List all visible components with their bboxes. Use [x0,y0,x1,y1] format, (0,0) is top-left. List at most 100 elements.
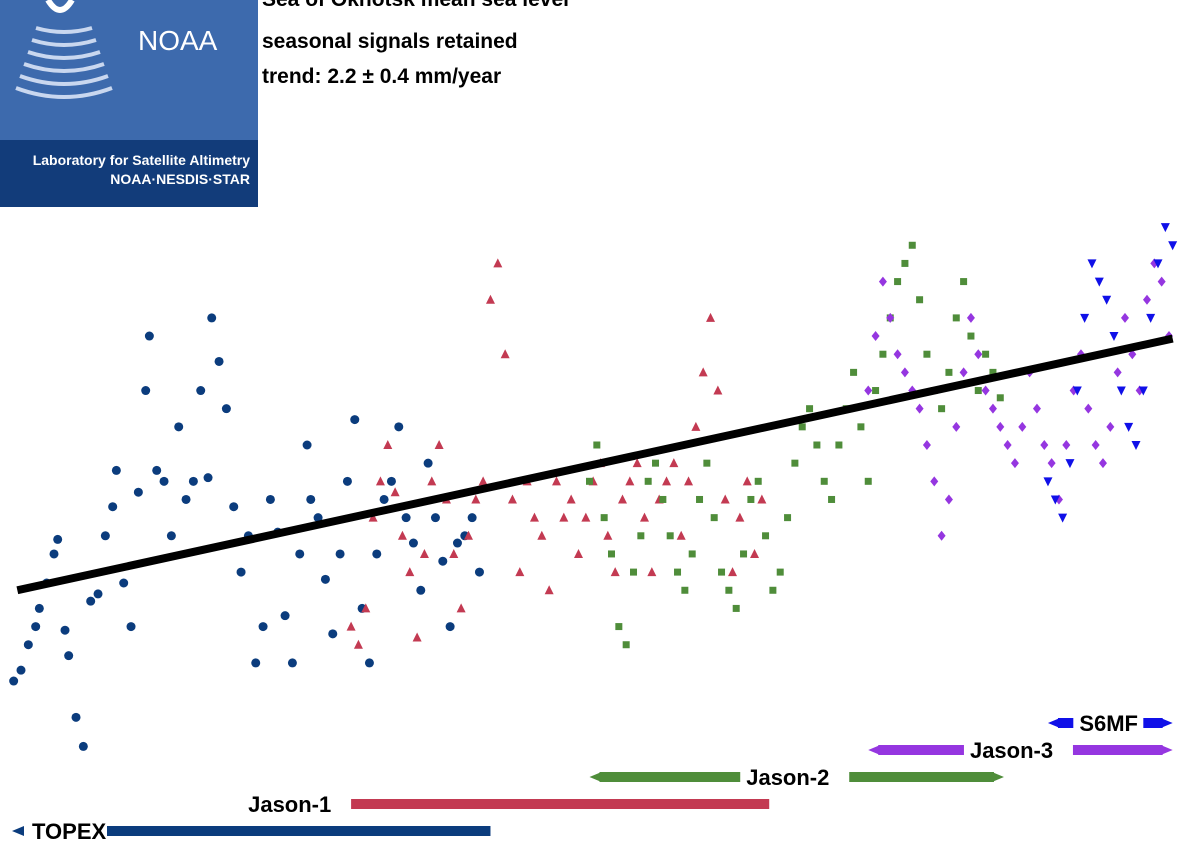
s6mf-point [1087,259,1097,269]
jason-2-arrow-left [589,772,602,782]
topex-point [49,549,59,559]
topex-point [133,487,143,497]
jason-3-point [878,276,887,287]
jason-1-point [625,476,635,486]
topex-point [64,651,74,661]
jason-3-point [1106,421,1115,432]
s6mf-point [1131,441,1141,450]
jason-3-arrow-left [868,745,881,755]
jason-2-point [776,568,784,576]
jason-1-point [735,512,745,522]
jason-1-point [383,440,393,449]
topex-point [152,465,162,475]
jason-2-point [864,477,872,485]
jason-1-label: Jason-1 [248,792,331,817]
jason-1-point [405,567,415,577]
jason-2-point [659,495,667,503]
s6mf-point [1116,386,1126,396]
jason-1-point [478,476,488,486]
logo-waves-icon [15,26,113,99]
jason-2-point [637,532,645,540]
topex-point [386,476,396,486]
jason-2-point [835,441,843,449]
jason-1-point [610,567,620,577]
jason-3-point [1062,440,1071,450]
jason-1-point [427,476,437,486]
data-points [9,223,1178,751]
jason-1-point [742,476,752,486]
jason-1-point [698,367,708,377]
jason-2-point [908,241,916,249]
jason-1-point [662,476,672,486]
jason-1-point [529,512,539,522]
jason-1-point [713,385,723,395]
jason-1-point [551,476,561,486]
jason-3-bar [878,745,964,755]
jason-1-point [706,312,716,322]
topex-point [258,622,268,632]
topex-point [207,313,217,323]
s6mf-point [1168,241,1178,251]
logo-noaa-text: NOAA [138,25,218,56]
s6mf-point [1102,295,1112,305]
topex-point [335,549,345,559]
topex-point [53,534,63,544]
topex-arrow-left [12,826,24,836]
s6mf-point [1124,422,1134,432]
topex-point [159,476,169,486]
s6mf-bar [1143,718,1163,728]
jason-2-point [923,350,931,358]
jason-2-point [747,495,755,503]
jason-1-point [375,476,385,486]
mission-bars: TOPEX Jason-1 Jason-2 Jason-3 S6MF [12,711,1173,844]
jason-3-point [871,331,880,342]
jason-1-point [515,567,525,577]
jason-3-point [1084,403,1093,414]
jason-1-point [581,512,591,522]
jason-2-point [894,278,902,286]
logo-emblem-icon [45,0,75,13]
s6mf-point [1153,259,1163,269]
jason-2-point [813,441,821,449]
logo-caption-line-2: NOAA·NESDIS·STAR [110,171,250,187]
jason-1-point [500,349,510,359]
jason-3-point [893,349,902,360]
jason-3-point [1018,421,1027,432]
s6mf-point [1058,513,1068,523]
topex-point [166,531,176,541]
trend-label: trend: 2.2 ± 0.4 mm/year [262,65,502,88]
topex-point [342,476,352,486]
jason-2-label: Jason-2 [746,765,829,790]
noaa-logo: NOAA Laboratory for Satellite Altimetry … [0,0,258,207]
jason-2-point [879,350,887,358]
jason-2-point [754,477,762,485]
jason-2-point [960,278,968,286]
jason-2-point [828,495,836,503]
s6mf-arrow-right [1160,718,1173,728]
jason-2-point [798,423,806,431]
jason-1-point [346,621,356,631]
jason-2-point [872,387,880,395]
jason-2-point [762,532,770,540]
topex-point [34,603,44,613]
jason-3-point [974,349,983,360]
jason-3-point [886,312,895,323]
jason-1-point [691,421,701,431]
jason-2-point [857,423,865,431]
jason-2-point [600,514,608,522]
jason-3-point [930,476,939,487]
jason-1-point [361,603,371,613]
jason-3-point [981,385,990,396]
jason-3-point [900,367,909,378]
jason-1-point [676,530,686,540]
s6mf-bar [1057,718,1074,728]
jason-2-point [982,350,990,358]
jason-3-point [915,403,924,414]
topex-point [9,676,19,686]
jason-1-point [684,476,694,486]
jason-2-point [615,623,623,631]
jason-1-point [618,494,628,504]
jason-3-point [952,421,961,432]
chart-subtitle: seasonal signals retained [262,30,518,53]
jason-1-point [368,512,378,522]
